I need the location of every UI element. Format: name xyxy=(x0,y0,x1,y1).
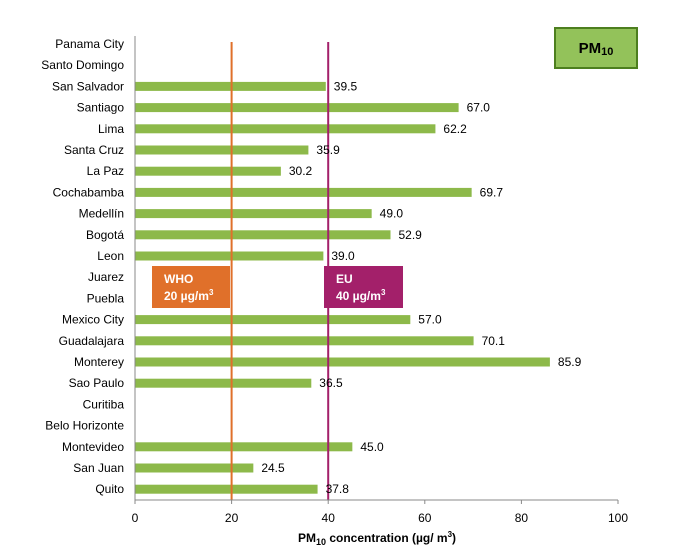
category-label-medell-n: Medellín xyxy=(79,207,124,221)
bar-santa-cruz xyxy=(135,145,309,155)
bar-sao-paulo xyxy=(135,378,312,388)
value-label-leon: 39.0 xyxy=(331,249,355,263)
x-tick-label-40: 40 xyxy=(322,511,336,525)
pm10-badge-box xyxy=(554,27,638,69)
category-label-belo-horizonte: Belo Horizonte xyxy=(45,419,124,433)
category-label-guadalajara: Guadalajara xyxy=(59,334,125,348)
value-label-bogot-: 52.9 xyxy=(399,228,423,242)
category-label-leon: Leon xyxy=(97,249,124,263)
eu-reference-box: EU 40 µg/m3 xyxy=(324,266,403,308)
who-reference-box-bg xyxy=(152,266,230,308)
bar-lima xyxy=(135,124,436,134)
category-label-cochabamba: Cochabamba xyxy=(53,185,125,199)
value-label-san-salvador: 39.5 xyxy=(334,79,358,93)
who-reference-name: WHO xyxy=(164,272,193,286)
x-tick-layer: 0 20 40 60 80 100 xyxy=(132,500,628,525)
who-reference-value: 20 µg/m3 xyxy=(164,288,214,303)
value-label-san-juan: 24.5 xyxy=(261,461,285,475)
bar-guadalajara xyxy=(135,336,474,346)
value-label-lima: 62.2 xyxy=(443,122,467,136)
bar-san-juan xyxy=(135,463,254,473)
x-tick-label-100: 100 xyxy=(608,511,628,525)
bar-santiago xyxy=(135,103,459,113)
category-label-panama-city: Panama City xyxy=(55,37,124,51)
category-label-quito: Quito xyxy=(95,482,124,496)
value-label-santiago: 67.0 xyxy=(467,101,491,115)
value-label-montevideo: 45.0 xyxy=(360,440,384,454)
x-tick-label-20: 20 xyxy=(225,511,239,525)
x-axis-title: PM10 concentration (µg/ m3) xyxy=(298,530,456,547)
eu-reference-value: 40 µg/m3 xyxy=(336,288,386,303)
value-label-monterey: 85.9 xyxy=(558,355,582,369)
bar-medell-n xyxy=(135,209,372,219)
category-label-santiago: Santiago xyxy=(77,101,125,115)
x-tick-label-80: 80 xyxy=(515,511,529,525)
bars-layer xyxy=(135,81,550,494)
labels-layer: Panama City Santo Domingo San Salvador 39.5… xyxy=(41,37,581,496)
category-label-lima: Lima xyxy=(98,122,124,136)
category-label-mexico-city: Mexico City xyxy=(62,313,124,327)
category-label-curitiba: Curitiba xyxy=(83,397,125,411)
eu-reference-box-bg xyxy=(324,266,403,308)
eu-reference-name: EU xyxy=(336,272,353,286)
category-label-san-juan: San Juan xyxy=(73,461,124,475)
value-label-santa-cruz: 35.9 xyxy=(316,143,340,157)
bar-la-paz xyxy=(135,166,281,176)
bar-san-salvador xyxy=(135,81,326,91)
category-label-bogot-: Bogotá xyxy=(86,228,124,242)
pm10-badge: PM10 xyxy=(554,27,638,69)
x-tick-label-0: 0 xyxy=(132,511,139,525)
category-label-montevideo: Montevideo xyxy=(62,440,124,454)
value-label-guadalajara: 70.1 xyxy=(482,334,506,348)
category-label-sao-paulo: Sao Paulo xyxy=(69,376,125,390)
axes xyxy=(134,36,618,501)
category-label-la-paz: La Paz xyxy=(87,164,124,178)
bar-monterey xyxy=(135,357,550,367)
who-reference-box: WHO 20 µg/m3 xyxy=(152,266,230,308)
value-label-sao-paulo: 36.5 xyxy=(319,376,343,390)
bar-cochabamba xyxy=(135,187,472,197)
bar-quito xyxy=(135,484,318,494)
value-label-mexico-city: 57.0 xyxy=(418,313,442,327)
value-label-cochabamba: 69.7 xyxy=(480,185,504,199)
bar-mexico-city xyxy=(135,315,411,325)
category-label-santo-domingo: Santo Domingo xyxy=(41,58,124,72)
category-label-san-salvador: San Salvador xyxy=(52,79,124,93)
reference-lines-layer: WHO 20 µg/m3 EU 40 µg/m3 xyxy=(152,42,403,500)
category-label-puebla: Puebla xyxy=(87,291,125,305)
category-label-monterey: Monterey xyxy=(74,355,124,369)
category-label-santa-cruz: Santa Cruz xyxy=(64,143,124,157)
pm10-badge-label: PM10 xyxy=(579,40,614,58)
category-label-juarez: Juarez xyxy=(88,270,124,284)
value-label-quito: 37.8 xyxy=(326,482,350,496)
value-label-la-paz: 30.2 xyxy=(289,164,313,178)
bar-bogot- xyxy=(135,230,391,240)
x-tick-label-60: 60 xyxy=(418,511,432,525)
value-label-medell-n: 49.0 xyxy=(380,207,404,221)
bar-montevideo xyxy=(135,442,353,452)
bar-leon xyxy=(135,251,324,261)
